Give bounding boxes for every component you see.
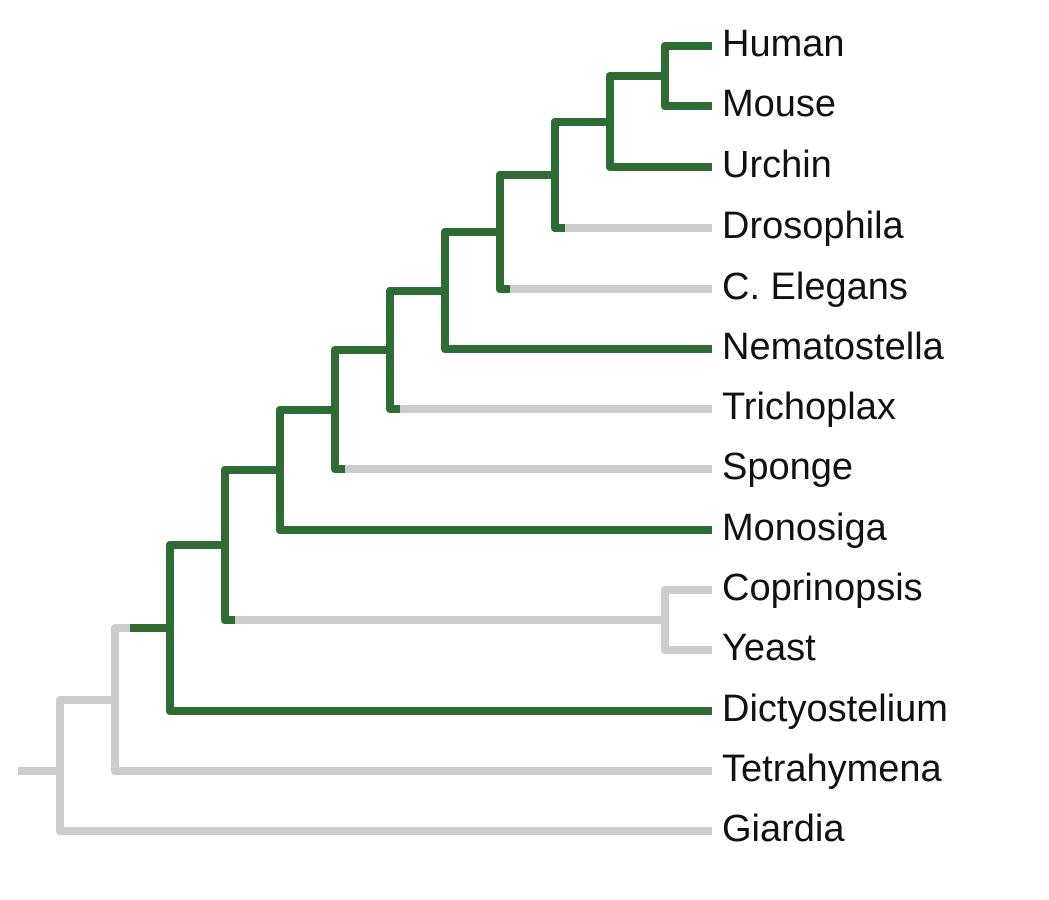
nematostella-branch bbox=[386, 287, 712, 353]
leaf-label: Giardia bbox=[722, 808, 845, 850]
leaf-label: Tetrahymena bbox=[722, 748, 943, 790]
internal-branch bbox=[166, 541, 235, 628]
internal-branch bbox=[441, 228, 510, 293]
dictyostelium-branch bbox=[130, 624, 712, 715]
fungi-branch bbox=[661, 586, 712, 654]
leaf-label: Drosophila bbox=[722, 205, 905, 247]
urchin-branch bbox=[551, 118, 712, 175]
leaf-label: Urchin bbox=[722, 144, 832, 186]
leaf-label: Trichoplax bbox=[722, 386, 896, 428]
internal-branch bbox=[331, 346, 400, 413]
tetrahymena-branch bbox=[111, 624, 712, 775]
branches bbox=[18, 42, 712, 835]
leaf-label: Yeast bbox=[722, 627, 816, 669]
leaf-label: Human bbox=[722, 23, 845, 65]
human-mouse-branch bbox=[661, 42, 712, 110]
monosiga-branch bbox=[221, 466, 712, 545]
internal-branch bbox=[496, 171, 565, 232]
leaf-label: C. Elegans bbox=[722, 266, 908, 308]
leaf-labels: Human Mouse Urchin Drosophila C. Elegans… bbox=[722, 23, 948, 850]
leaf-label: Mouse bbox=[722, 83, 836, 125]
leaf-label: Dictyostelium bbox=[722, 688, 948, 730]
leaf-label: Sponge bbox=[722, 446, 853, 488]
internal-branch bbox=[606, 72, 665, 122]
leaf-label: Coprinopsis bbox=[722, 567, 923, 609]
leaf-label: Monosiga bbox=[722, 507, 888, 549]
internal-branch bbox=[276, 406, 345, 473]
leaf-label: Nematostella bbox=[722, 326, 945, 368]
giardia-branch bbox=[56, 696, 712, 835]
